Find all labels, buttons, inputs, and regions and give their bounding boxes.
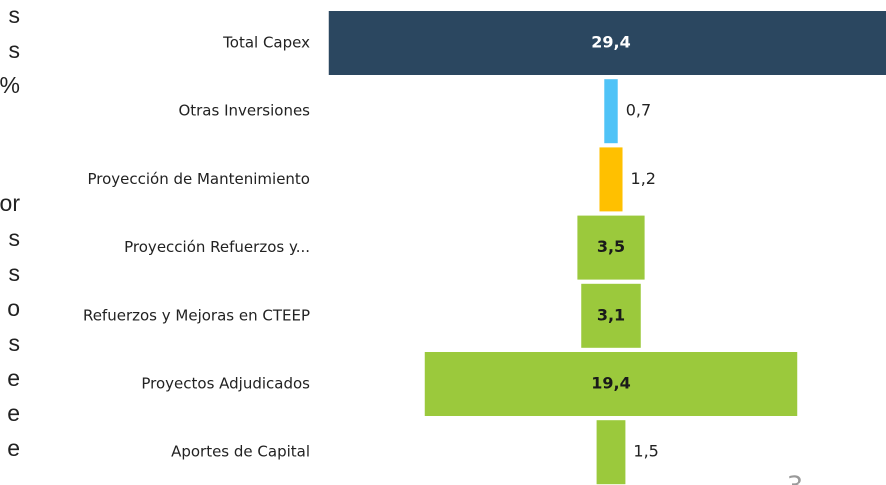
funnel-bar: [424, 352, 798, 416]
value-label: 29,4: [591, 33, 630, 52]
funnel-bar: [596, 420, 626, 485]
category-label: Total Capex: [222, 34, 310, 52]
side-text-fragment: s: [9, 330, 21, 356]
side-text-fragment: e: [7, 435, 20, 461]
side-text-fragment: s: [9, 260, 21, 286]
page-number: 3: [787, 472, 804, 485]
value-label: 19,4: [591, 374, 630, 393]
funnel-bar: [577, 215, 645, 280]
category-label: Refuerzos y Mejoras en CTEEP: [83, 306, 310, 324]
side-text-fragment: or: [0, 190, 20, 216]
side-text-fragment: e: [7, 400, 20, 426]
value-label: 0,7: [626, 101, 651, 120]
side-text-fragment: s: [9, 2, 21, 28]
category-label: Proyección de Mantenimiento: [87, 170, 310, 188]
value-label: 1,2: [631, 169, 656, 188]
side-text-fragment: s: [9, 37, 21, 63]
funnel-bar: [581, 283, 641, 348]
value-label: 1,5: [633, 442, 658, 461]
category-label: Otras Inversiones: [178, 102, 310, 120]
funnel-bar: [604, 79, 618, 144]
category-label: Proyección Refuerzos y...: [124, 238, 310, 256]
category-label: Aportes de Capital: [171, 443, 310, 461]
funnel-bar: [599, 147, 623, 212]
value-label: 3,1: [597, 305, 625, 324]
value-label: 3,5: [597, 237, 625, 256]
side-text-fragment: o: [7, 295, 20, 321]
category-label: Proyectos Adjudicados: [141, 375, 310, 393]
side-text-fragment: %: [0, 72, 20, 98]
funnel-bar: [328, 11, 886, 75]
side-text-fragment: e: [7, 365, 20, 391]
side-text-fragment: s: [9, 225, 21, 251]
